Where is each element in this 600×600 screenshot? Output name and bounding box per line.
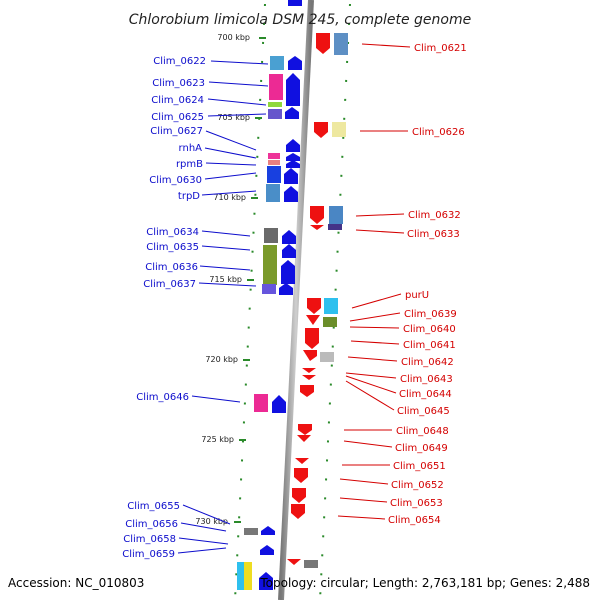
kbp-tick-720: 720 kbp	[205, 355, 238, 364]
gene-label-clim-0646: Clim_0646	[136, 392, 189, 403]
gene-label-clim-0651: Clim_0651	[393, 461, 446, 472]
kbp-tick-700: 700 kbp	[217, 33, 250, 42]
gene-label-clim-0644: Clim_0644	[399, 389, 452, 400]
kbp-tick-710: 710 kbp	[213, 193, 246, 202]
gene-label-rpmb: rpmB	[176, 159, 203, 170]
gene-label-puru: purU	[405, 290, 429, 301]
gene-label-clim-0632: Clim_0632	[408, 210, 461, 221]
map-title: Chlorobium limicola DSM 245, complete ge…	[129, 12, 472, 28]
gene-labels-right: Clim_0621 Clim_0626 Clim_0632 Clim_0633 …	[388, 43, 467, 526]
gene-label-clim-0636: Clim_0636	[145, 262, 198, 273]
gene-label-clim-0654: Clim_0654	[388, 515, 441, 526]
gene-label-clim-0658: Clim_0658	[123, 534, 176, 545]
kbp-tick-705: 705 kbp	[217, 113, 250, 122]
gene-label-clim-0630: Clim_0630	[149, 175, 202, 186]
kbp-tick-715: 715 kbp	[209, 275, 242, 284]
tick-track-left	[234, 3, 266, 600]
label-connectors-right	[337, 43, 411, 520]
gene-label-clim-0642: Clim_0642	[401, 357, 454, 368]
gene-label-clim-0645: Clim_0645	[397, 406, 450, 417]
gene-label-clim-0649: Clim_0649	[395, 443, 448, 454]
gene-label-clim-0655: Clim_0655	[127, 501, 180, 512]
gene-label-clim-0637: Clim_0637	[143, 279, 196, 290]
topology-text: Topology: circular; Length: 2,763,181 bp…	[259, 576, 590, 590]
gene-label-clim-0656: Clim_0656	[125, 519, 178, 530]
gene-label-clim-0643: Clim_0643	[400, 374, 453, 385]
kbp-tick-730: 730 kbp	[195, 517, 228, 526]
gene-label-clim-0624: Clim_0624	[151, 95, 204, 106]
gene-label-clim-0641: Clim_0641	[403, 340, 456, 351]
kbp-tick-725: 725 kbp	[201, 435, 234, 444]
gene-label-clim-0652: Clim_0652	[391, 480, 444, 491]
gene-label-clim-0653: Clim_0653	[390, 498, 443, 509]
gene-label-clim-0633: Clim_0633	[407, 229, 460, 240]
gene-labels-left: Clim_0622 Clim_0623 Clim_0624 Clim_0625 …	[122, 56, 206, 560]
label-connectors-left	[177, 60, 269, 554]
gene-label-rnha: rnhA	[179, 143, 203, 154]
gene-label-trpd: trpD	[178, 191, 200, 202]
gene-label-clim-0635: Clim_0635	[146, 242, 199, 253]
kbp-ticks: 700 kbp 705 kbp 710 kbp 715 kbp 720 kbp …	[195, 33, 266, 526]
gene-label-clim-0634: Clim_0634	[146, 227, 199, 238]
genome-backbone	[278, 0, 314, 600]
gene-label-clim-0640: Clim_0640	[403, 324, 456, 335]
gene-label-clim-0627: Clim_0627	[150, 126, 203, 137]
gene-label-clim-0622: Clim_0622	[153, 56, 206, 67]
forward-genes	[259, 0, 302, 590]
gene-label-clim-0623: Clim_0623	[152, 78, 205, 89]
gene-label-clim-0648: Clim_0648	[396, 426, 449, 437]
gene-label-clim-0626: Clim_0626	[412, 127, 465, 138]
gene-label-clim-0625: Clim_0625	[151, 112, 204, 123]
reverse-genes	[287, 33, 330, 565]
gene-label-clim-0659: Clim_0659	[122, 549, 175, 560]
gene-label-clim-0639: Clim_0639	[404, 309, 457, 320]
feature-boxes	[237, 33, 348, 590]
accession-text: Accession: NC_010803	[8, 576, 144, 590]
gene-label-clim-0621: Clim_0621	[414, 43, 467, 54]
